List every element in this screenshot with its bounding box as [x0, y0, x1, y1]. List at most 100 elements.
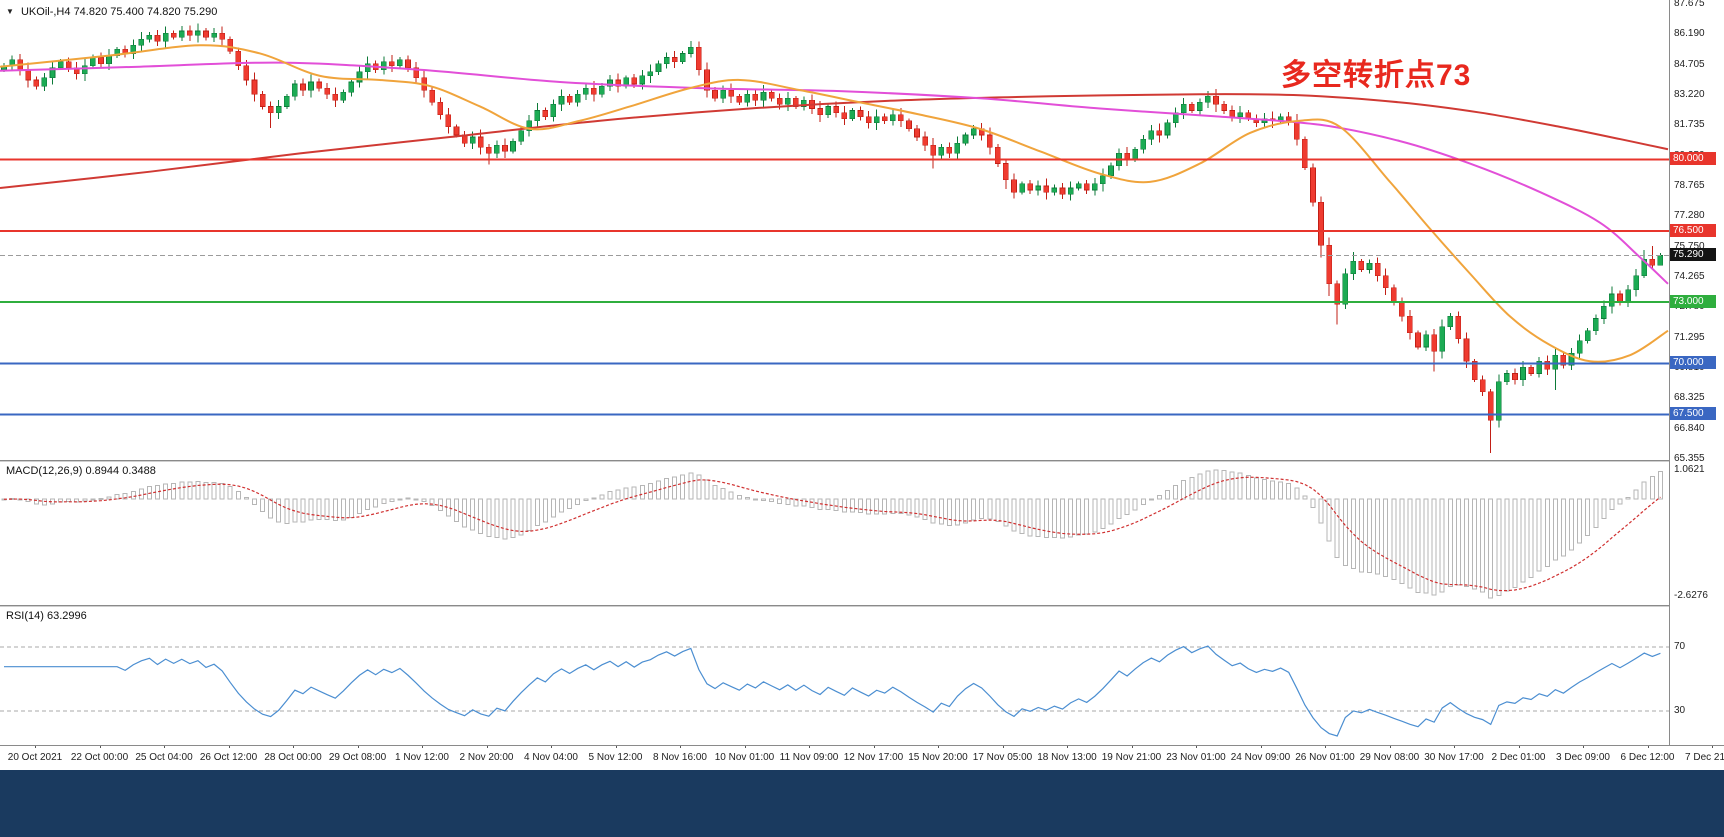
macd-axis-max: 1.0621 [1674, 464, 1705, 475]
time-label: 11 Nov 09:00 [779, 752, 839, 763]
price-badge-67.500: 67.500 [1670, 407, 1716, 421]
symbol-ohlc-label: ▼ UKOil-,H4 74.820 75.400 74.820 75.290 [6, 6, 217, 18]
time-tick [938, 745, 939, 748]
price-axis-label: 68.325 [1674, 392, 1705, 404]
price-badge-70.000: 70.000 [1670, 356, 1716, 370]
bid-price-badge: 75.290 [1670, 248, 1716, 262]
time-tick [1067, 745, 1068, 748]
time-label: 12 Nov 17:00 [843, 752, 904, 763]
time-label: 29 Oct 08:00 [328, 752, 387, 763]
time-tick [228, 745, 230, 748]
price-axis-label: 83.220 [1674, 89, 1705, 100]
triangle-down-icon[interactable]: ▼ [6, 7, 14, 16]
rsi-label: RSI(14) 63.2996 [6, 610, 87, 622]
price-axis-label: 87.675 [1674, 0, 1705, 9]
time-label: 24 Nov 09:00 [1230, 752, 1291, 763]
price-axis-label: 84.705 [1674, 58, 1705, 70]
time-label: 1 Nov 12:00 [395, 752, 449, 763]
price-axis-label: 77.280 [1674, 210, 1705, 222]
candles-layer [1, 23, 1664, 454]
time-tick [1712, 745, 1713, 748]
price-axis-label: 81.735 [1674, 119, 1705, 131]
time-tick [1518, 745, 1520, 748]
time-label: 26 Oct 12:00 [199, 752, 258, 763]
time-tick [486, 745, 488, 748]
time-label: 26 Nov 01:00 [1295, 752, 1355, 763]
time-tick [1389, 745, 1391, 748]
panel-separator[interactable] [0, 605, 1724, 606]
price-badge-73.000: 73.000 [1670, 295, 1716, 309]
ma-slow-red [0, 93, 1669, 189]
time-tick [1454, 745, 1455, 748]
rsi-axis-30: 30 [1674, 705, 1686, 716]
price-axis-label: 71.295 [1674, 331, 1705, 343]
price-badge-76.500: 76.500 [1670, 223, 1716, 237]
panel-separator-highlight [0, 606, 1724, 607]
ohlc-readout: 74.820 75.400 74.820 75.290 [73, 6, 218, 18]
price-axis-label: 75.750 [1674, 240, 1705, 252]
time-axis[interactable]: 20 Oct 2021 22 Oct 00:00 25 Oct 04:00 26 Oc… [0, 745, 1724, 770]
time-label: 5 Nov 12:00 [588, 752, 643, 763]
time-label: 10 Nov 01:00 [714, 752, 775, 763]
time-label: 3 Dec 09:00 [1556, 752, 1610, 763]
annotation-text[interactable]: 多空转折点73 [1281, 59, 1472, 92]
macd-label: MACD(12,26,9) 0.8944 0.3488 [6, 465, 156, 477]
price-axis-label: 78.765 [1674, 180, 1705, 191]
main-price-chart[interactable] [0, 0, 1669, 461]
price-axis-label: 74.265 [1674, 271, 1705, 282]
price-axis[interactable]: 1.0621 -2.6276 70 30 87.675 86.190 84.705 8… [1669, 0, 1724, 745]
price-axis-label: 65.355 [1674, 453, 1705, 464]
price-axis-label: 66.840 [1674, 422, 1705, 434]
panel-separator-highlight [0, 461, 1724, 462]
time-tick [99, 745, 101, 748]
time-tick [1131, 745, 1133, 748]
rsi-panel[interactable] [0, 607, 1669, 745]
time-label: 30 Nov 17:00 [1424, 752, 1484, 763]
macd-axis-min: -2.6276 [1674, 590, 1708, 601]
time-tick [744, 745, 746, 748]
time-tick [1583, 745, 1584, 748]
time-label: 15 Nov 20:00 [908, 752, 968, 763]
time-label: 2 Dec 01:00 [1491, 752, 1546, 763]
time-label: 4 Nov 04:00 [524, 752, 578, 763]
time-label: 28 Oct 00:00 [264, 752, 322, 763]
time-label: 23 Nov 01:00 [1166, 752, 1226, 763]
time-label: 20 Oct 2021 [7, 752, 63, 763]
symbol-name: UKOil-,H4 [20, 6, 71, 18]
time-label: 6 Dec 12:00 [1620, 752, 1675, 763]
rsi-line [4, 645, 1661, 737]
price-axis-label: 86.190 [1674, 28, 1705, 40]
time-tick [1260, 745, 1262, 748]
macd-panel[interactable] [0, 462, 1669, 605]
time-tick [1002, 745, 1004, 748]
time-label: 17 Nov 05:00 [972, 752, 1033, 763]
time-tick [809, 745, 810, 748]
time-tick [615, 745, 617, 748]
time-label: 8 Nov 16:00 [653, 752, 707, 763]
macd-histogram [1, 469, 1663, 599]
time-tick [551, 745, 552, 748]
time-label: 2 Nov 20:00 [459, 752, 514, 763]
time-tick [1647, 745, 1649, 748]
time-tick [873, 745, 875, 748]
bottom-bar [0, 770, 1724, 837]
price-badge-80.000: 80.000 [1670, 152, 1716, 166]
time-label: 18 Nov 13:00 [1037, 752, 1097, 763]
time-label: 29 Nov 08:00 [1359, 752, 1420, 763]
ma-fast-orange [0, 44, 1669, 363]
ma-mid-magenta [0, 61, 1669, 285]
time-tick [35, 745, 36, 748]
time-tick [357, 745, 359, 748]
time-tick [1196, 745, 1197, 748]
time-tick [293, 745, 294, 748]
time-label: 22 Oct 00:00 [70, 752, 129, 763]
time-tick [680, 745, 681, 748]
time-axis-separator [0, 745, 1724, 746]
macd-signal-line [3, 476, 1661, 592]
time-tick [422, 745, 423, 748]
time-label: 25 Oct 04:00 [135, 752, 193, 763]
time-tick [1325, 745, 1326, 748]
panel-separator[interactable] [0, 460, 1724, 461]
time-tick [164, 745, 165, 748]
